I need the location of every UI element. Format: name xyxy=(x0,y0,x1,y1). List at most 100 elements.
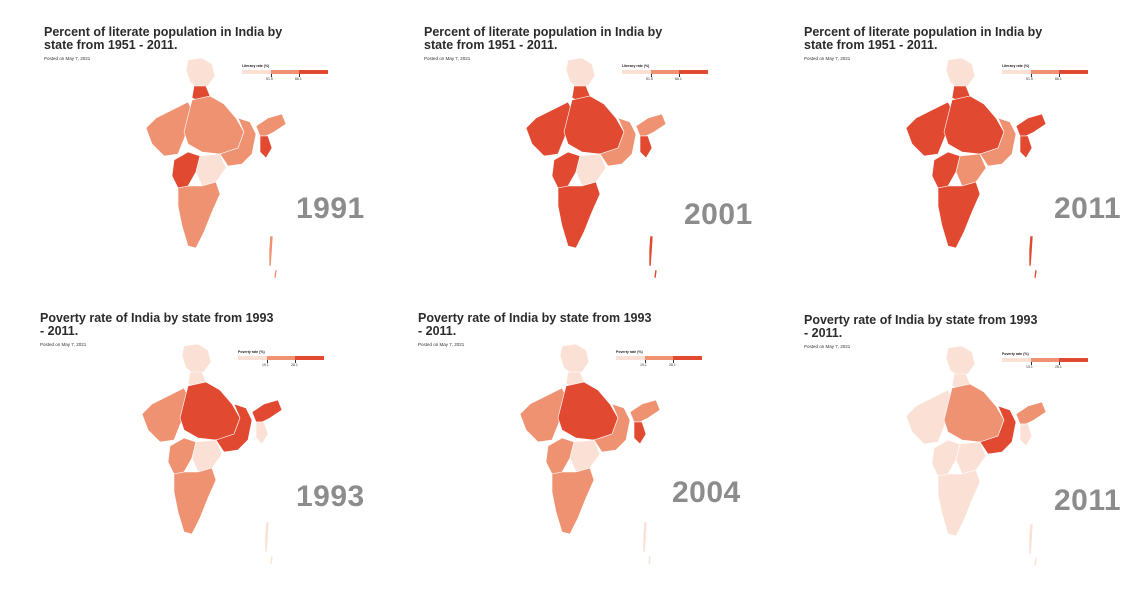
legend: Poverty rate (%) 19.1 28.1 xyxy=(238,350,328,370)
legend: Literacy rate (%) 51.5 66.1 xyxy=(242,64,332,84)
legend-tick xyxy=(1059,362,1060,365)
legend-colorbar xyxy=(1002,358,1089,362)
region-north xyxy=(945,345,976,377)
region-south xyxy=(173,467,217,535)
legend: Literacy rate (%) 51.5 66.1 xyxy=(1002,64,1092,84)
map-panel: Poverty rate of India by state from 1993… xyxy=(804,314,1148,600)
region-south xyxy=(937,469,981,537)
legend-swatch-light xyxy=(616,356,645,360)
region-south xyxy=(177,181,221,249)
region-islands xyxy=(1028,523,1038,567)
posted-date: Posted on May 7, 2021 xyxy=(804,56,851,61)
legend-swatch-light xyxy=(622,70,651,74)
region-deccan-center xyxy=(955,441,987,475)
legend-title: Poverty rate (%) xyxy=(616,350,643,354)
legend-title: Literacy rate (%) xyxy=(1002,64,1030,68)
legend-tick xyxy=(1030,362,1032,365)
legend-swatch-light xyxy=(1002,70,1031,74)
legend-colorbar xyxy=(616,356,703,360)
legend-tick xyxy=(1059,74,1060,77)
region-center xyxy=(183,95,245,155)
legend-colorbar xyxy=(242,70,329,74)
region-northeast xyxy=(1015,113,1046,137)
region-north xyxy=(565,57,596,89)
region-deccan-center xyxy=(195,153,227,187)
region-ne-south xyxy=(255,421,269,445)
region-center xyxy=(563,95,625,155)
region-north xyxy=(181,343,212,375)
panel-title: Percent of literate population in India … xyxy=(804,25,1043,52)
posted-date: Posted on May 7, 2021 xyxy=(418,342,465,347)
legend-title: Literacy rate (%) xyxy=(622,64,650,68)
legend-swatch-mid xyxy=(1030,358,1060,362)
region-deccan-center xyxy=(191,439,223,473)
legend-swatch-dark xyxy=(295,356,325,360)
legend-tick-label: 51.5 xyxy=(646,77,653,81)
region-ne-south xyxy=(1019,135,1033,159)
region-east xyxy=(599,117,637,167)
region-east xyxy=(215,403,253,453)
legend-tick-label: 28.1 xyxy=(1055,365,1062,369)
region-west xyxy=(905,101,955,157)
region-deccan-center xyxy=(569,439,601,473)
region-north xyxy=(559,343,590,375)
legend-tick xyxy=(270,74,272,77)
region-east xyxy=(979,405,1017,455)
india-choropleth-map xyxy=(519,343,660,565)
legend-tick-label: 66.1 xyxy=(1055,77,1062,81)
region-deccan-west xyxy=(171,151,201,189)
legend-tick-label: 19.1 xyxy=(262,363,269,367)
legend-tick xyxy=(295,360,296,363)
region-ne-south xyxy=(259,135,273,159)
posted-date: Posted on May 7, 2021 xyxy=(44,56,91,61)
region-west xyxy=(145,101,195,157)
region-north xyxy=(945,57,976,89)
region-deccan-west xyxy=(931,439,961,477)
region-islands xyxy=(648,235,658,279)
india-choropleth-map xyxy=(905,57,1046,279)
region-deccan-west xyxy=(931,151,961,189)
year-label: 1991 xyxy=(296,192,365,225)
legend-swatch-dark xyxy=(679,70,709,74)
region-center xyxy=(557,381,619,441)
india-choropleth-map xyxy=(525,57,666,279)
legend-colorbar xyxy=(238,356,325,360)
panel-title: Poverty rate of India by state from 1993… xyxy=(418,311,652,338)
region-northeast xyxy=(255,113,286,137)
region-islands xyxy=(642,521,652,565)
india-choropleth-map xyxy=(905,345,1046,567)
legend-tick xyxy=(679,74,680,77)
region-northeast xyxy=(629,399,660,423)
region-deccan-center xyxy=(955,153,987,187)
legend-tick xyxy=(650,74,652,77)
legend-tick-label: 66.1 xyxy=(675,77,682,81)
year-label: 2011 xyxy=(1054,484,1122,517)
region-north xyxy=(185,57,216,89)
region-deccan-center xyxy=(575,153,607,187)
legend-swatch-mid xyxy=(266,356,296,360)
legend-colorbar xyxy=(622,70,709,74)
legend-swatch-light xyxy=(1002,358,1031,362)
region-deccan-west xyxy=(167,437,197,475)
region-ne-south xyxy=(639,135,653,159)
region-ne-south xyxy=(633,421,647,445)
region-south xyxy=(551,467,595,535)
legend-title: Poverty rate (%) xyxy=(1002,352,1029,356)
legend-tick-label: 28.1 xyxy=(291,363,298,367)
region-south xyxy=(937,181,981,249)
india-choropleth-map xyxy=(145,57,286,279)
legend-tick xyxy=(673,360,674,363)
region-south xyxy=(557,181,601,249)
legend-swatch-dark xyxy=(673,356,703,360)
region-islands xyxy=(1028,235,1038,279)
legend-colorbar xyxy=(1002,70,1089,74)
posted-date: Posted on May 7, 2021 xyxy=(40,342,87,347)
legend-tick-label: 28.1 xyxy=(669,363,676,367)
year-label: 2001 xyxy=(684,198,753,231)
map-panel: Percent of literate population in India … xyxy=(424,26,804,312)
legend-swatch-mid xyxy=(1030,70,1060,74)
legend-tick xyxy=(266,360,268,363)
legend: Poverty rate (%) 19.1 28.1 xyxy=(616,350,706,370)
region-west xyxy=(905,389,955,445)
region-east xyxy=(593,403,631,453)
